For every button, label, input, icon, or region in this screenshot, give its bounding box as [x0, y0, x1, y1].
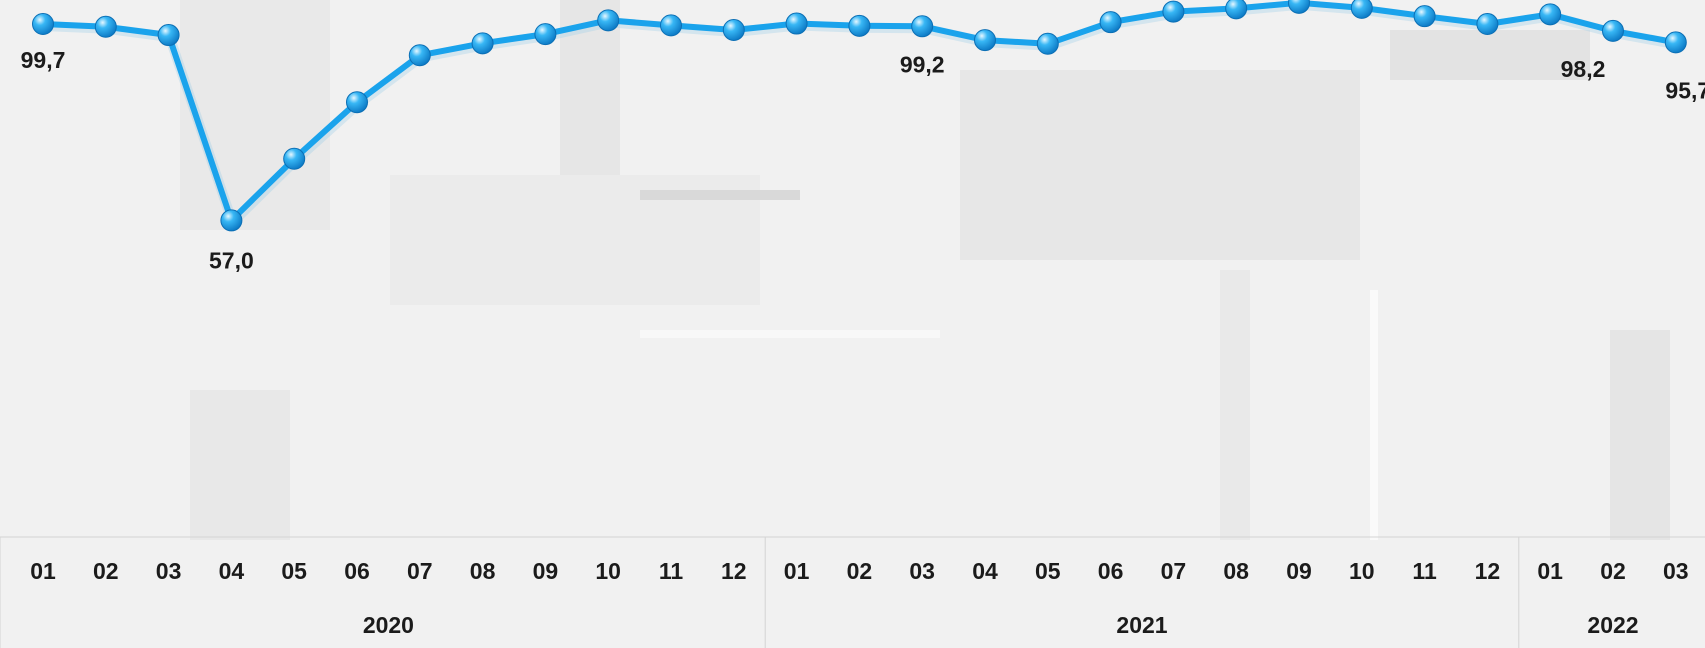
data-point	[1099, 11, 1122, 34]
x-group-label: 2022	[1587, 612, 1638, 638]
x-tick-label: 04	[972, 558, 998, 584]
data-point	[1539, 3, 1562, 26]
x-tick-label: 10	[1349, 558, 1375, 584]
x-tick-label: 07	[1161, 558, 1187, 584]
data-label: 98,2	[1561, 56, 1606, 82]
x-tick-label: 01	[784, 558, 810, 584]
x-tick-label: 04	[219, 558, 245, 584]
x-tick-label: 05	[281, 558, 307, 584]
data-point	[1036, 32, 1059, 55]
data-point	[1288, 0, 1310, 14]
data-point	[974, 29, 996, 52]
data-point	[848, 14, 871, 37]
x-tick-label: 03	[1663, 558, 1689, 584]
data-point	[722, 18, 745, 41]
data-point	[346, 91, 368, 114]
data-label: 95,7	[1665, 77, 1705, 103]
x-tick-label: 09	[1286, 558, 1312, 584]
x-tick-label: 06	[1098, 558, 1124, 584]
x-tick-label: 11	[659, 558, 684, 584]
x-tick-label: 12	[1475, 558, 1501, 584]
x-tick-label: 02	[847, 558, 873, 584]
x-tick-label: 03	[156, 558, 182, 584]
x-group-label: 2021	[1116, 612, 1167, 638]
x-tick-label: 02	[1600, 558, 1626, 584]
data-point	[1350, 0, 1373, 19]
data-label: 99,7	[21, 47, 66, 73]
data-point	[597, 9, 620, 32]
data-point	[157, 24, 180, 47]
data-point	[1225, 0, 1248, 20]
x-tick-label: 08	[1223, 558, 1249, 584]
x-group-label: 2020	[363, 612, 414, 638]
data-point	[32, 13, 54, 35]
data-point	[1664, 31, 1687, 54]
x-tick-label: 08	[470, 558, 496, 584]
series-line-shadow	[43, 0, 1678, 228]
x-axis-table: 2020 2021 2022 01 02 03 04 05 06 07 08 09 10 11 12 01 02…	[0, 536, 1705, 648]
data-point	[1413, 5, 1436, 28]
data-point	[220, 209, 243, 232]
x-tick-label: 02	[93, 558, 119, 584]
data-point	[911, 15, 934, 38]
data-point	[660, 14, 682, 37]
x-tick-label: 07	[407, 558, 433, 584]
markers	[32, 0, 1687, 232]
data-label: 99,2	[900, 51, 945, 77]
data-label: 57,0	[209, 247, 254, 273]
data-point	[1476, 13, 1499, 35]
x-tick-label: 12	[721, 558, 747, 584]
x-tick-label: 10	[595, 558, 621, 584]
x-tick-label: 06	[344, 558, 370, 584]
data-point	[283, 147, 306, 170]
data-point	[1602, 19, 1624, 42]
data-point	[471, 32, 494, 55]
x-tick-label: 05	[1035, 558, 1061, 584]
x-tick-label: 09	[533, 558, 559, 584]
x-tick-label: 01	[30, 558, 56, 584]
x-tick-label: 11	[1412, 558, 1437, 584]
x-tick-label: 01	[1537, 558, 1563, 584]
data-point	[408, 44, 431, 67]
data-point	[94, 15, 117, 38]
data-labels: 99,7 57,0 99,2 98,2 95,7	[21, 47, 1705, 273]
data-point	[785, 12, 808, 35]
x-tick-label: 03	[909, 558, 935, 584]
data-point	[1162, 0, 1185, 23]
data-point	[534, 23, 557, 46]
